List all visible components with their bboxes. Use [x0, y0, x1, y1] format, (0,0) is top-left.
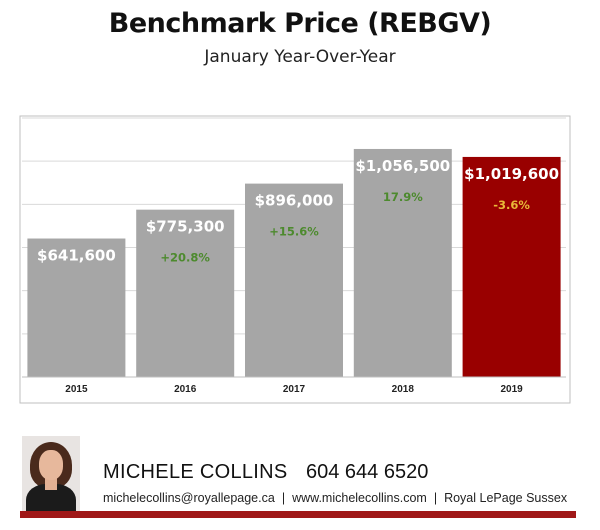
- agent-website: www.michelecollins.com: [292, 491, 427, 505]
- change-label: -3.6%: [493, 198, 530, 212]
- x-tick-label: 2016: [174, 384, 197, 395]
- x-tick-label: 2017: [283, 384, 306, 395]
- bar: [353, 148, 452, 377]
- bar: [136, 209, 235, 377]
- data-label: $641,600: [37, 247, 116, 265]
- bar: [462, 156, 561, 377]
- brokerage-name: Royal LePage Sussex: [444, 491, 568, 505]
- contact-details: michelecollins@royallepage.ca | www.michel…: [103, 491, 567, 505]
- change-label: +20.8%: [160, 251, 210, 265]
- chart-title: Benchmark Price (REBGV): [108, 8, 492, 39]
- agent-email: michelecollins@royallepage.ca: [103, 491, 275, 505]
- data-label: $1,019,600: [464, 165, 559, 183]
- change-label: +15.6%: [269, 225, 319, 239]
- x-tick-label: 2019: [500, 384, 523, 395]
- brand-bar: [20, 511, 576, 518]
- bar-chart: $641,600 2015 $775,300 +20.8% 2016 $896,000 +1…: [19, 115, 571, 404]
- x-tick-label: 2015: [65, 384, 88, 395]
- agent-photo: [22, 436, 80, 518]
- data-label: $775,300: [146, 218, 225, 236]
- data-label: $1,056,500: [355, 157, 450, 175]
- data-label: $896,000: [255, 192, 334, 210]
- x-tick-label: 2018: [392, 384, 415, 395]
- bar: [27, 238, 126, 377]
- agent-name: MICHELE COLLINS: [103, 461, 288, 483]
- bar: [245, 183, 343, 377]
- contact-footer: MICHELE COLLINS 604 644 6520 michelecoll…: [0, 428, 600, 530]
- agent-phone: 604 644 6520: [306, 461, 429, 483]
- separator: |: [281, 491, 286, 505]
- change-label: 17.9%: [383, 190, 423, 204]
- separator: |: [433, 491, 438, 505]
- chart-subtitle: January Year-Over-Year: [204, 47, 396, 67]
